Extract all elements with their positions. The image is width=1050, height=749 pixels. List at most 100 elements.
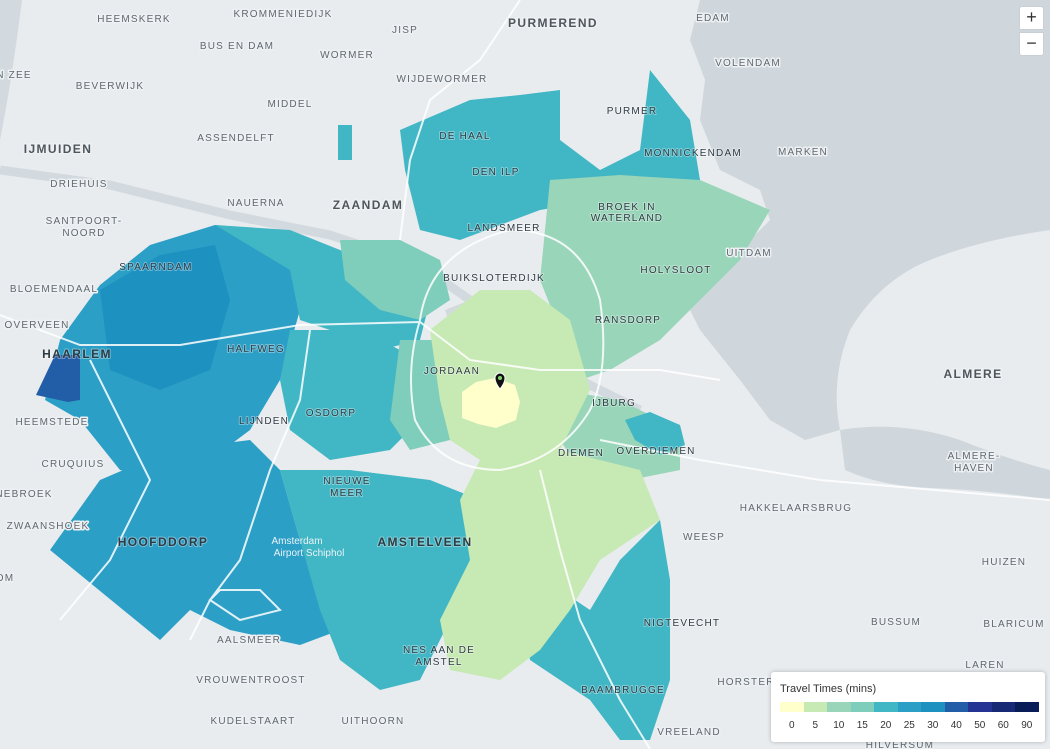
legend-swatch — [827, 702, 851, 712]
legend-tick: 20 — [880, 720, 892, 731]
label-n-zee: N ZEE — [0, 70, 32, 81]
label-de-haal: DE HAAL — [439, 131, 490, 142]
legend-swatch — [944, 702, 968, 712]
legend-tick: 10 — [833, 720, 845, 731]
label-middel: MIDDEL — [268, 99, 313, 110]
label-almere-haven-1: ALMERE- — [948, 451, 1001, 462]
label-haarlem: HAARLEM — [42, 347, 112, 361]
label-nieuwe: NIEUWE — [323, 476, 370, 487]
legend-swatch — [921, 702, 945, 712]
legend-swatch — [991, 702, 1015, 712]
markermeer — [680, 0, 1050, 440]
label-bus-en-dam: BUS EN DAM — [200, 41, 274, 52]
zone-20-island — [338, 125, 352, 160]
label-landsmeer: LANDSMEER — [467, 223, 540, 234]
label-volendam: VOLENDAM — [715, 58, 781, 69]
legend-tick: 15 — [856, 720, 868, 731]
label-airport-1: Amsterdam — [271, 536, 322, 547]
label-zaandam: ZAANDAM — [333, 198, 403, 212]
north-sea — [0, 0, 22, 140]
zone-20-north — [400, 70, 700, 240]
zone-40 — [36, 355, 80, 402]
label-nauerna: NAUERNA — [227, 198, 284, 209]
label-heemstede: HEEMSTEDE — [15, 417, 88, 428]
label-almere-haven-2: HAVEN — [954, 463, 994, 474]
label-beverwijk: BEVERWIJK — [76, 81, 144, 92]
label-santpoort: SANTPOORT- — [46, 216, 123, 227]
label-driehuis: DRIEHUIS — [50, 179, 107, 190]
legend-swatch — [897, 702, 921, 712]
zone-30 — [100, 245, 230, 390]
zone-10-center — [430, 290, 590, 470]
label-halfweg: HALFWEG — [227, 344, 285, 355]
label-osdorp: OSDORP — [306, 408, 357, 419]
label-hilversum: HILVERSUM — [866, 740, 934, 749]
zone-20-west — [215, 225, 430, 350]
legend-tick: 40 — [950, 720, 962, 731]
label-horster: HORSTER — [717, 677, 774, 688]
label-waterland: WATERLAND — [591, 213, 663, 224]
label-hakkelaarsbrug: HAKKELAARSBRUG — [740, 503, 852, 514]
label-hoofddorp: HOOFDDORP — [118, 535, 209, 549]
label-aalsmeer: AALSMEER — [217, 635, 281, 646]
label-zwaanshoek: ZWAANSHOEK — [7, 521, 90, 532]
legend-tick: 90 — [1021, 720, 1033, 731]
label-ransdorp: RANSDORP — [595, 315, 661, 326]
label-heemskerk: HEEMSKERK — [97, 14, 171, 25]
label-blaricum: BLARICUM — [983, 619, 1044, 630]
label-edam: EDAM — [696, 13, 730, 24]
legend-tick: 25 — [903, 720, 915, 731]
place-labels: HEEMSKERK KROMMENIEDIJK PURMEREND EDAM B… — [0, 8, 1045, 749]
travel-time-zones — [36, 70, 770, 740]
legend-swatch — [968, 702, 992, 712]
label-vrouwentroost: VROUWENTROOST — [196, 675, 306, 686]
travel-time-legend: Travel Times (mins) 0 5 10 15 20 25 30 40 50 60 90 — [771, 672, 1045, 742]
legend-swatch — [874, 702, 898, 712]
label-bloemendaal: BLOEMENDAAL — [10, 284, 98, 295]
zone-20-ijburg — [625, 412, 685, 455]
label-amstel: AMSTEL — [415, 657, 462, 668]
gooimeer — [840, 426, 1050, 500]
label-jisp: JISP — [392, 25, 418, 36]
zone-0-center — [462, 378, 520, 428]
label-amstelveen: AMSTELVEEN — [377, 535, 472, 549]
label-den-ilp: DEN ILP — [472, 167, 519, 178]
label-weesp: WEESP — [683, 532, 725, 543]
label-krommeniedijk: KROMMENIEDIJK — [234, 9, 333, 20]
label-baambrugge: BAAMBRUGGE — [581, 685, 665, 696]
label-nigtevecht: NIGTEVECHT — [644, 618, 720, 629]
label-nebroek: NEBROEK — [0, 489, 53, 500]
label-om: OM — [0, 573, 14, 584]
zoom-out-button[interactable]: − — [1019, 32, 1044, 56]
label-diemen: DIEMEN — [558, 448, 604, 459]
zone-20-slotervaart — [280, 330, 420, 460]
zoom-in-button[interactable]: + — [1019, 6, 1044, 30]
label-overveen: OVERVEEN — [5, 320, 70, 331]
origin-marker-icon[interactable] — [494, 372, 506, 390]
label-lijnden: LIJNDEN — [239, 416, 289, 427]
label-wormer: WORMER — [320, 50, 374, 61]
legend-tick: 60 — [997, 720, 1009, 731]
label-overdiemen: OVERDIEMEN — [616, 446, 695, 457]
legend-color-scale — [780, 702, 1039, 712]
label-uitdam: UITDAM — [726, 248, 772, 259]
label-monnickendam: MONNICKENDAM — [644, 148, 742, 159]
label-meer: MEER — [330, 488, 364, 499]
label-marken: MARKEN — [778, 147, 828, 158]
label-laren: LAREN — [965, 660, 1004, 671]
label-ijburg: IJBURG — [592, 398, 636, 409]
label-kudelstaart: KUDELSTAART — [210, 716, 295, 727]
legend-tick: 30 — [927, 720, 939, 731]
label-assendelft: ASSENDELFT — [197, 133, 275, 144]
legend-ticks: 0 5 10 15 20 25 30 40 50 60 90 — [780, 720, 1039, 731]
legend-swatch — [780, 702, 804, 712]
label-purmerend: PURMEREND — [508, 16, 598, 30]
label-holysloot: HOLYSLOOT — [640, 265, 711, 276]
label-vreeland: VREELAND — [657, 727, 721, 738]
label-ijmuiden: IJMUIDEN — [24, 142, 93, 156]
legend-tick: 0 — [788, 720, 795, 731]
label-broek-in: BROEK IN — [598, 202, 655, 213]
label-noord: NOORD — [62, 228, 105, 239]
